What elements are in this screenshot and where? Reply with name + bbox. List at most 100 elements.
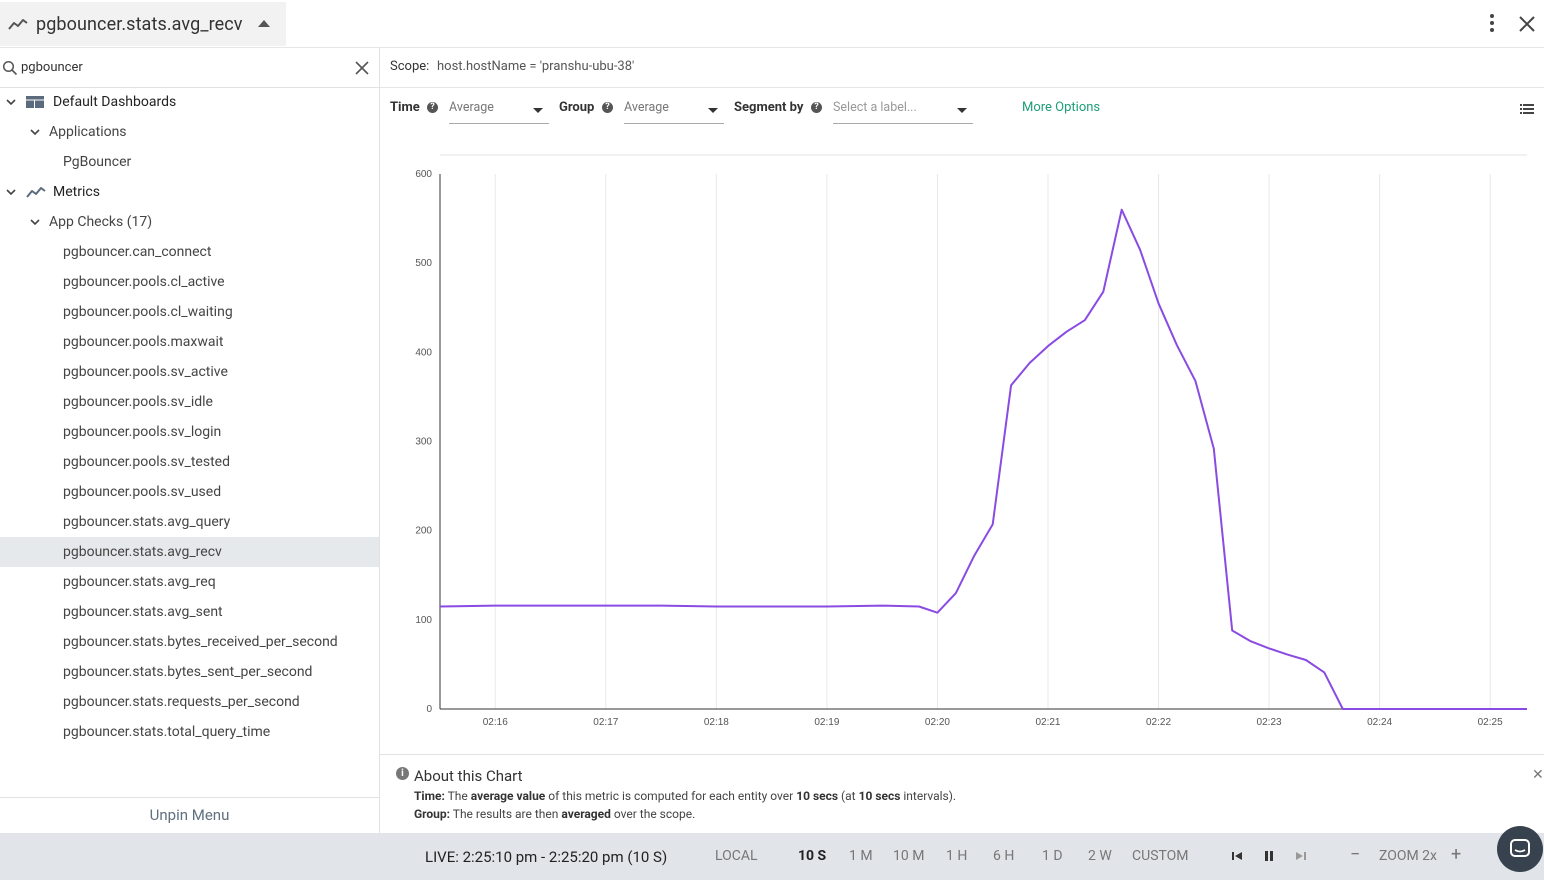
- about-key: Time:: [414, 789, 445, 803]
- line-chart-icon: [26, 187, 46, 198]
- tree-item-metric[interactable]: pgbouncer.stats.avg_sent: [0, 597, 379, 627]
- time-range-button[interactable]: CUSTOM: [1132, 848, 1189, 864]
- about-key: Group:: [414, 807, 451, 821]
- y-tick-label: 300: [415, 437, 432, 448]
- x-tick-label: 02:17: [593, 717, 618, 728]
- tree-item-metric[interactable]: pgbouncer.stats.bytes_sent_per_second: [0, 657, 379, 687]
- tree-item-metric[interactable]: pgbouncer.stats.avg_recv: [0, 537, 379, 567]
- close-about-icon[interactable]: ✕: [1532, 767, 1544, 783]
- about-text: intervals).: [903, 789, 957, 803]
- time-range-button[interactable]: 10 M: [893, 848, 925, 864]
- tree-item-metric[interactable]: pgbouncer.pools.sv_idle: [0, 387, 379, 417]
- y-tick-label: 500: [415, 258, 432, 269]
- about-chart-panel: i About this Chart Time: The average val…: [380, 754, 1544, 833]
- help-icon[interactable]: ?: [602, 102, 613, 113]
- tree-item-pgbouncer[interactable]: PgBouncer: [0, 147, 379, 177]
- tree-label: Metrics: [53, 184, 100, 200]
- tree-item-metric[interactable]: pgbouncer.pools.sv_tested: [0, 447, 379, 477]
- about-group-text: Group: The results are then averaged ove…: [414, 807, 695, 821]
- time-aggregation-select[interactable]: Average: [449, 92, 549, 124]
- tree-item-metric[interactable]: pgbouncer.pools.sv_login: [0, 417, 379, 447]
- tree-label: pgbouncer.stats.bytes_received_per_secon…: [63, 634, 338, 650]
- chat-launcher-button[interactable]: [1497, 826, 1543, 872]
- y-tick-label: 200: [415, 526, 432, 537]
- metric-title-tab[interactable]: pgbouncer.stats.avg_recv: [0, 2, 286, 46]
- group-aggregation-select[interactable]: Average: [624, 92, 724, 124]
- tree-item-metric[interactable]: pgbouncer.can_connect: [0, 237, 379, 267]
- search-bar: pgbouncer: [0, 48, 379, 88]
- series-line: [439, 208, 1527, 710]
- help-icon[interactable]: ?: [811, 102, 822, 113]
- time-range-button[interactable]: 1 M: [849, 848, 873, 864]
- skip-forward-icon[interactable]: [1295, 850, 1307, 862]
- tree-label: Default Dashboards: [53, 94, 177, 110]
- tree-label: pgbouncer.can_connect: [63, 244, 212, 260]
- scope-bar: Scope: host.hostName = 'pranshu-ubu-38': [380, 48, 1544, 88]
- y-tick-label: 0: [426, 704, 432, 715]
- tree-item-metric[interactable]: pgbouncer.stats.requests_per_second: [0, 687, 379, 717]
- x-tick-label: 02:25: [1478, 717, 1503, 728]
- pause-icon[interactable]: [1263, 850, 1275, 862]
- segment-by-select[interactable]: Select a label...: [833, 92, 973, 124]
- about-emphasis: average value: [470, 789, 546, 803]
- legend-list-icon[interactable]: [1520, 103, 1534, 115]
- tree-item-metric[interactable]: pgbouncer.pools.cl_active: [0, 267, 379, 297]
- select-placeholder: Select a label...: [833, 100, 917, 115]
- x-tick-label: 02:24: [1367, 717, 1392, 728]
- tree-item-applications[interactable]: Applications: [0, 117, 379, 147]
- more-options-link[interactable]: More Options: [1022, 100, 1101, 115]
- about-emphasis: averaged: [561, 807, 611, 821]
- scope-value[interactable]: host.hostName = 'pranshu-ubu-38': [437, 59, 635, 74]
- tree-item-metric[interactable]: pgbouncer.stats.total_query_time: [0, 717, 379, 747]
- zoom-out-button[interactable]: −: [1350, 844, 1361, 865]
- tree-item-metric[interactable]: pgbouncer.pools.sv_used: [0, 477, 379, 507]
- help-icon[interactable]: ?: [427, 102, 438, 113]
- x-tick-label: 02:19: [814, 717, 839, 728]
- tree-label: pgbouncer.stats.avg_req: [63, 574, 216, 590]
- tree-item-metric[interactable]: pgbouncer.stats.avg_req: [0, 567, 379, 597]
- unpin-menu-button[interactable]: Unpin Menu: [0, 797, 379, 833]
- more-menu-icon[interactable]: [1482, 14, 1502, 36]
- line-chart[interactable]: 02:16 02:17 02:18 02:19 02:20 02:21 02:22 02:23…: [380, 132, 1544, 754]
- zoom-in-button[interactable]: +: [1451, 844, 1462, 865]
- y-tick-label: 600: [415, 169, 432, 180]
- tree-item-metric[interactable]: pgbouncer.stats.avg_query: [0, 507, 379, 537]
- time-range-button[interactable]: 1 H: [946, 848, 968, 864]
- tree-label: pgbouncer.stats.avg_sent: [63, 604, 223, 620]
- about-text: The: [447, 789, 468, 803]
- tree-item-metric[interactable]: pgbouncer.pools.maxwait: [0, 327, 379, 357]
- live-time-range: LIVE: 2:25:10 pm - 2:25:20 pm (10 S): [425, 848, 668, 866]
- tree-label: pgbouncer.pools.sv_tested: [63, 454, 230, 470]
- tree-item-default-dashboards[interactable]: Default Dashboards: [0, 87, 379, 117]
- time-range-button[interactable]: 10 S: [798, 848, 827, 864]
- y-tick-label: 100: [415, 615, 432, 626]
- about-emphasis: 10 secs: [858, 789, 901, 803]
- search-input[interactable]: pgbouncer: [21, 60, 83, 75]
- tree-item-metric[interactable]: pgbouncer.stats.bytes_received_per_secon…: [0, 627, 379, 657]
- tree-label: pgbouncer.pools.cl_waiting: [63, 304, 233, 320]
- skip-back-icon[interactable]: [1231, 850, 1243, 862]
- time-range-button[interactable]: 6 H: [993, 848, 1015, 864]
- tree-item-metric[interactable]: pgbouncer.pools.cl_waiting: [0, 297, 379, 327]
- about-title: About this Chart: [414, 767, 523, 785]
- clear-search-icon[interactable]: [355, 61, 369, 75]
- chevron-down-icon[interactable]: [29, 126, 41, 138]
- about-time-text: Time: The average value of this metric i…: [414, 789, 956, 803]
- chevron-down-icon[interactable]: [5, 96, 17, 108]
- close-icon[interactable]: [1516, 13, 1538, 35]
- chevron-down-icon[interactable]: [29, 216, 41, 228]
- chevron-down-icon[interactable]: [5, 186, 17, 198]
- tree-label: pgbouncer.pools.sv_idle: [63, 394, 213, 410]
- collapse-caret-icon[interactable]: [258, 20, 270, 27]
- tree-item-metrics[interactable]: Metrics: [0, 177, 379, 207]
- tree-item-app-checks[interactable]: App Checks (17): [0, 207, 379, 237]
- local-timezone-button[interactable]: LOCAL: [715, 848, 758, 864]
- time-label: Time: [390, 100, 420, 115]
- group-label: Group: [559, 100, 595, 115]
- time-range-button[interactable]: 1 D: [1042, 848, 1063, 864]
- time-range-button[interactable]: 2 W: [1088, 848, 1112, 864]
- tree-item-metric[interactable]: pgbouncer.pools.sv_active: [0, 357, 379, 387]
- metric-list: pgbouncer.can_connect pgbouncer.pools.cl_…: [0, 237, 379, 747]
- tree-label: Applications: [49, 124, 127, 140]
- tree-label: PgBouncer: [63, 154, 132, 170]
